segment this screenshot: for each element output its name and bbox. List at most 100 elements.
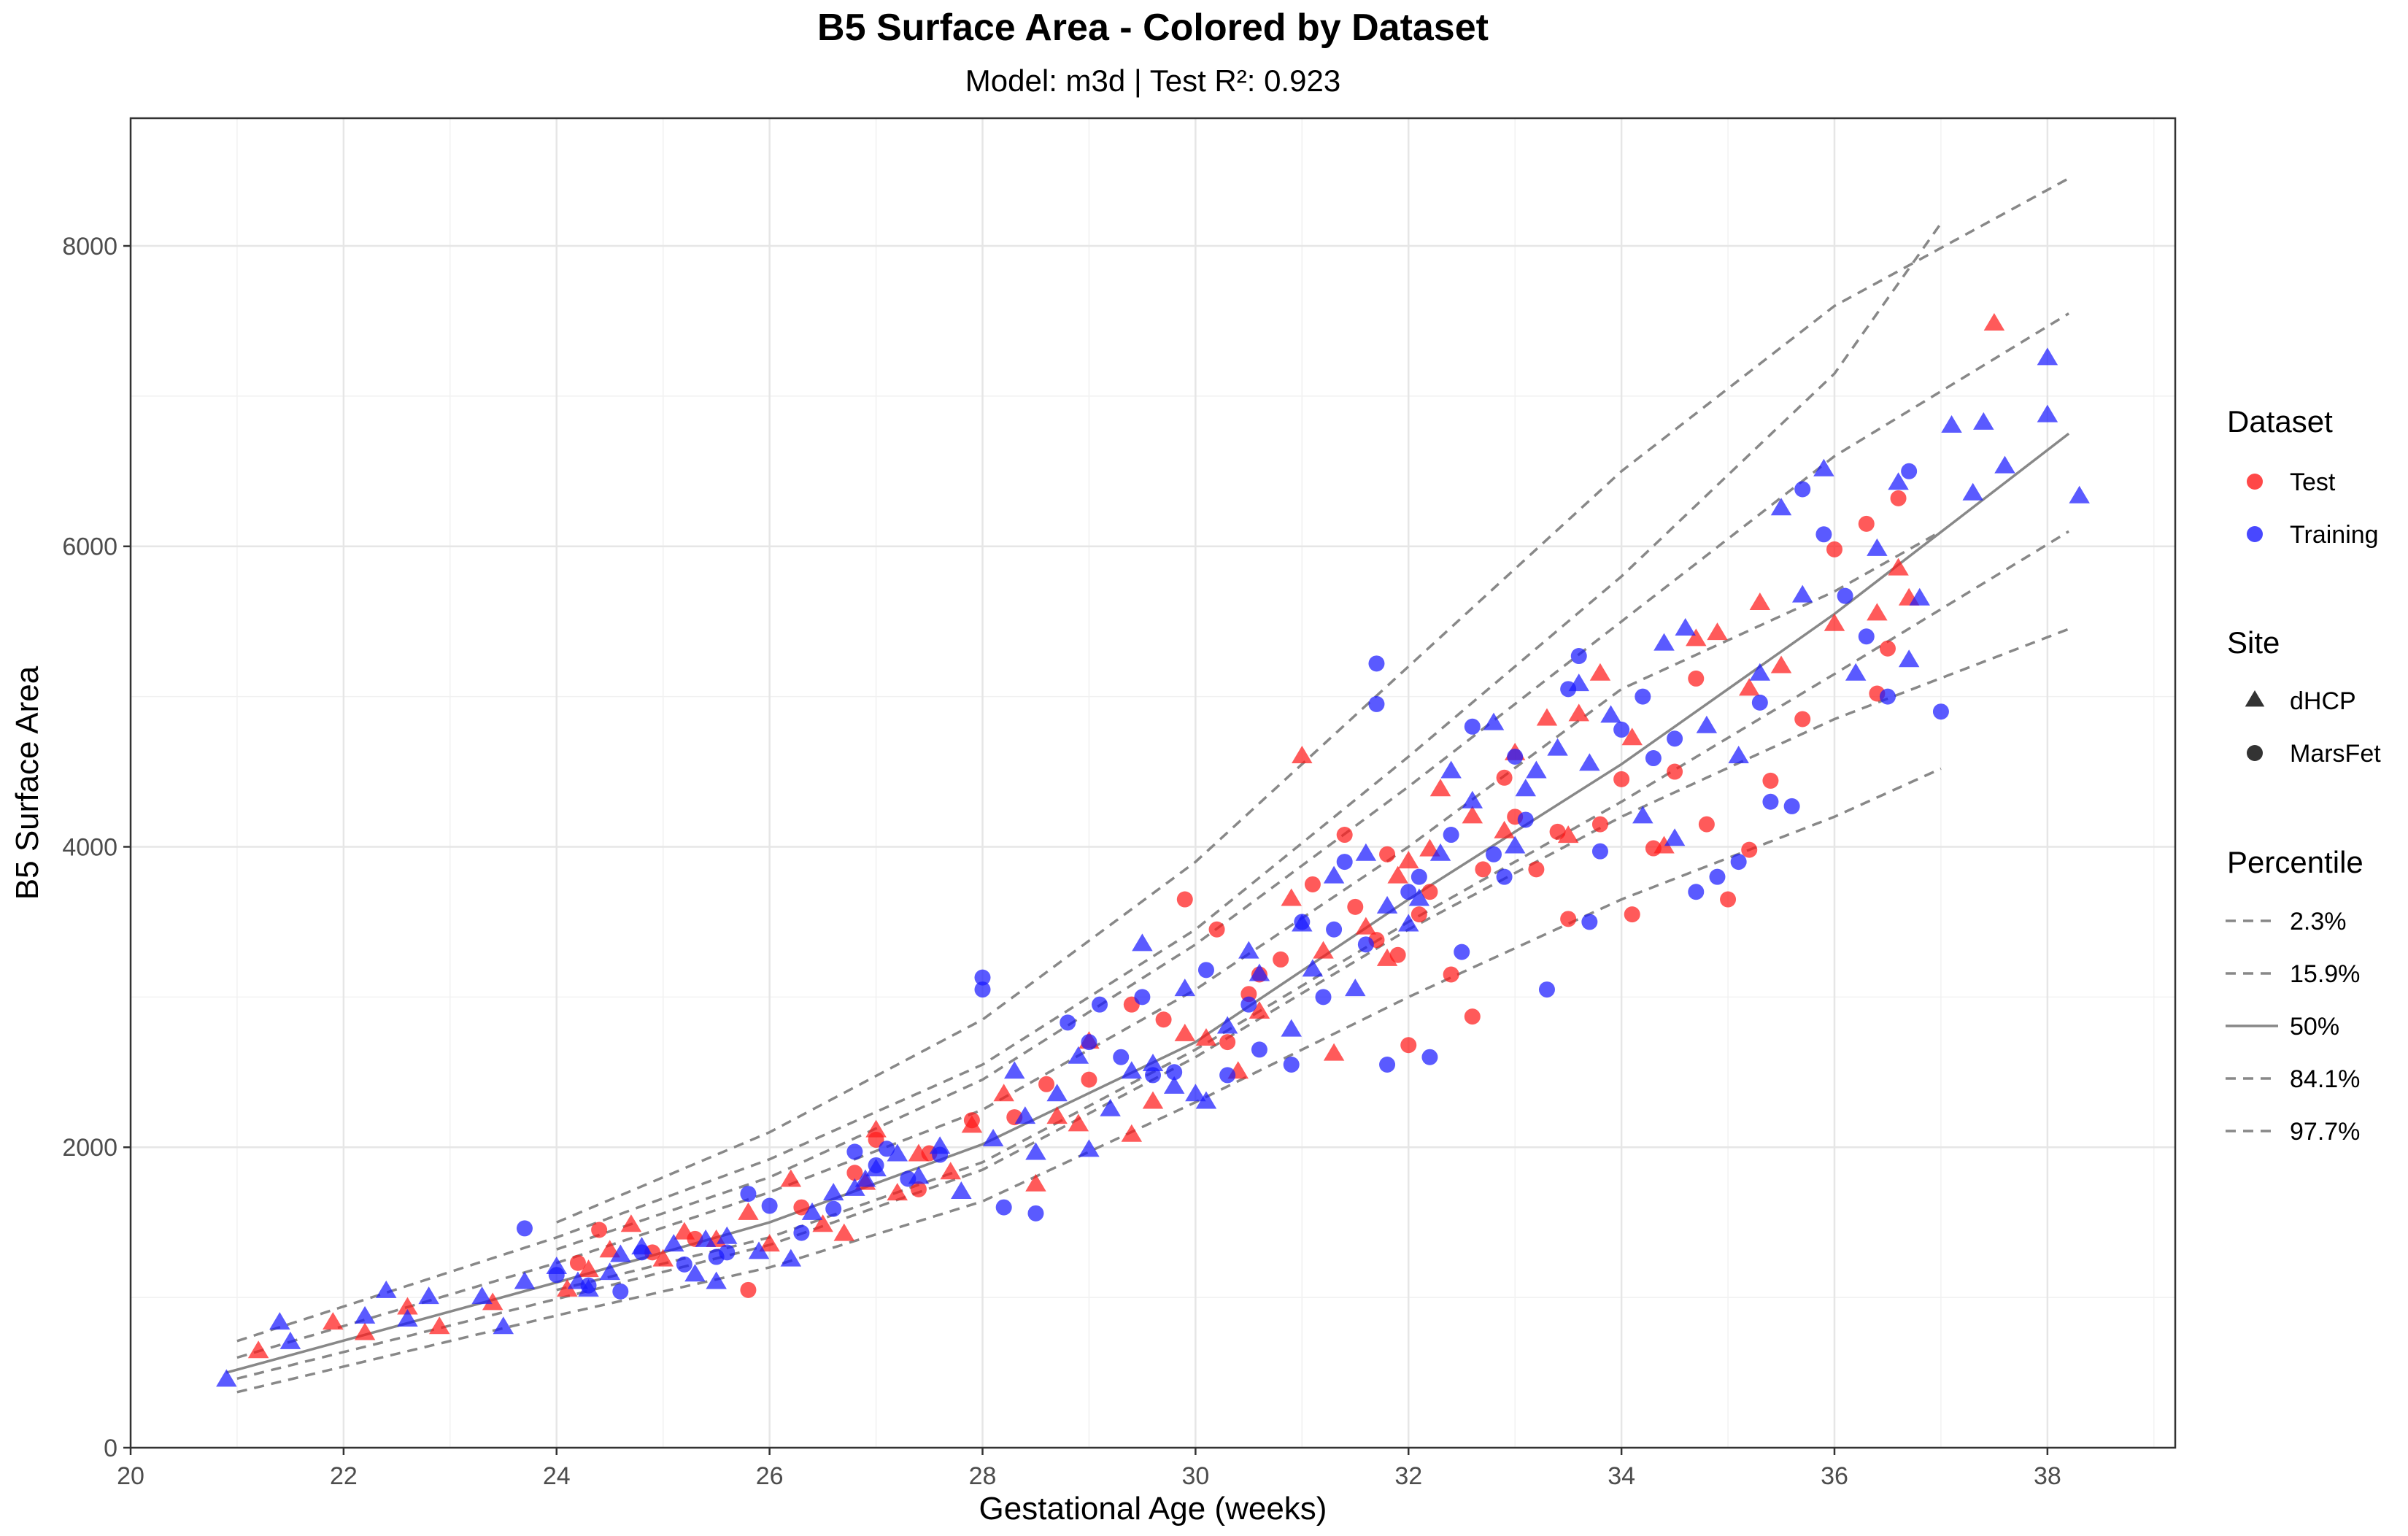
data-point — [1898, 649, 1920, 668]
data-point — [1494, 820, 1515, 838]
data-point — [1294, 914, 1311, 930]
data-point — [759, 1234, 780, 1252]
data-point — [1909, 587, 1930, 606]
data-point — [1429, 779, 1451, 797]
data-point — [2037, 347, 2058, 366]
percentile-curve — [236, 223, 1942, 1343]
data-point — [1653, 633, 1675, 651]
data-point — [1185, 1084, 1206, 1102]
data-point — [1068, 1114, 1089, 1132]
data-point — [591, 1222, 608, 1238]
data-point — [1973, 412, 1994, 430]
percentile-curve — [556, 530, 2070, 1292]
data-point — [1591, 843, 1608, 860]
data-point — [879, 1141, 895, 1157]
data-point — [1815, 526, 1832, 543]
data-point — [1994, 455, 2015, 474]
data-point — [738, 1202, 759, 1220]
data-point — [868, 1131, 884, 1148]
legend-key-test — [2247, 474, 2263, 490]
data-point — [1813, 458, 1834, 476]
data-point — [1249, 1000, 1270, 1019]
data-point — [1762, 772, 1779, 789]
data-point — [1762, 793, 1779, 810]
data-point — [397, 1309, 418, 1327]
data-point — [1421, 1049, 1438, 1065]
data-point — [1195, 1091, 1217, 1109]
data-point — [846, 1143, 863, 1160]
data-point — [1462, 790, 1483, 808]
data-point — [1121, 1124, 1143, 1142]
data-point — [1238, 941, 1259, 959]
legend-dataset-items: Test Training — [2247, 468, 2379, 549]
data-point — [940, 1162, 961, 1180]
data-point — [887, 1143, 908, 1162]
data-point — [1163, 1076, 1185, 1094]
data-point — [1302, 959, 1324, 977]
data-point — [1336, 827, 1353, 844]
data-point — [1345, 979, 1366, 997]
data-point — [993, 1084, 1014, 1102]
data-point — [887, 1183, 908, 1201]
data-point — [1888, 472, 1909, 490]
data-point — [1845, 663, 1867, 681]
data-point — [1557, 825, 1579, 844]
data-point — [1060, 1014, 1076, 1031]
data-point — [516, 1220, 533, 1237]
data-point — [1621, 728, 1643, 746]
data-point — [1429, 843, 1451, 861]
data-point — [663, 1234, 684, 1252]
legend-site-items: dHCP MarsFet — [2245, 687, 2381, 768]
data-point — [376, 1280, 397, 1298]
data-point — [974, 981, 991, 998]
data-point — [1983, 313, 2005, 331]
data-point — [1038, 1076, 1055, 1092]
data-point — [1197, 962, 1214, 979]
data-point — [1858, 515, 1875, 532]
data-point — [995, 1199, 1012, 1216]
data-point — [1323, 1043, 1345, 1061]
data-point — [1867, 603, 1888, 621]
data-point — [1560, 681, 1577, 698]
percentile-curve — [236, 628, 2069, 1380]
data-point — [323, 1312, 344, 1330]
data-point — [1462, 806, 1483, 824]
data-point — [1145, 1067, 1161, 1084]
data-point — [1496, 868, 1513, 885]
data-point — [868, 1157, 884, 1173]
data-point — [1195, 1028, 1217, 1046]
data-point — [1166, 1064, 1183, 1081]
data-point — [1826, 541, 1842, 557]
legend-label: 50% — [2290, 1013, 2339, 1041]
data-point — [1411, 906, 1427, 923]
data-point — [865, 1119, 887, 1138]
data-point — [1688, 884, 1705, 900]
data-point — [1025, 1142, 1046, 1160]
data-point — [1879, 640, 1896, 657]
data-point — [822, 1183, 844, 1201]
data-point — [1707, 622, 1728, 641]
data-point — [514, 1271, 536, 1289]
data-point — [1368, 695, 1385, 712]
data-point — [1570, 648, 1587, 665]
data-point — [1824, 613, 1845, 631]
data-point — [1355, 916, 1377, 935]
data-point — [740, 1281, 757, 1298]
data-point — [1941, 415, 1962, 433]
data-point — [1400, 884, 1417, 900]
x-tick-label: 32 — [1394, 1462, 1422, 1490]
data-point — [1464, 718, 1481, 735]
data-point — [1698, 816, 1715, 833]
data-point — [1216, 1016, 1238, 1034]
data-point — [1004, 1061, 1025, 1079]
data-point — [354, 1305, 376, 1324]
data-point — [1791, 584, 1813, 603]
data-point — [1794, 481, 1811, 498]
data-point — [269, 1312, 290, 1330]
data-point — [812, 1214, 833, 1232]
data-point — [1696, 715, 1718, 733]
chart-title: B5 Surface Area - Colored by Dataset — [817, 7, 1489, 49]
data-point — [1411, 868, 1427, 885]
data-point — [1749, 663, 1771, 681]
